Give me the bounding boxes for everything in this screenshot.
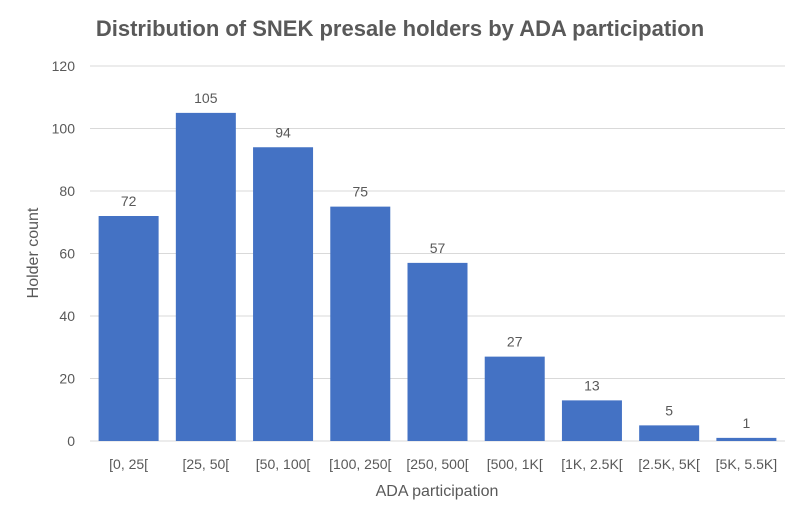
x-tick-label: [5K, 5.5K] [716,456,777,472]
x-tick-label: [1K, 2.5K[ [561,456,623,472]
data-label: 13 [584,377,600,393]
x-axis-label: ADA participation [376,483,499,500]
y-tick-label: 80 [59,183,75,199]
bar [407,262,468,441]
x-tick-label: [50, 100[ [256,456,311,472]
x-tick-label: [100, 250[ [329,456,391,472]
bar [561,400,622,441]
y-tick-label: 40 [59,308,75,324]
data-label: 5 [665,402,673,418]
data-label: 72 [121,193,137,209]
data-label: 94 [275,124,291,140]
x-tick-label: [250, 500[ [406,456,468,472]
x-tick-label: [25, 50[ [182,456,229,472]
data-label: 75 [352,184,368,200]
chart-title: Distribution of SNEK presale holders by … [96,16,704,41]
data-label: 27 [507,334,523,350]
y-axis-label: Holder count [25,207,42,298]
bar [639,425,700,441]
bar [716,437,777,441]
x-tick-label: [500, 1K[ [487,456,543,472]
bar [253,147,314,441]
y-tick-label: 0 [67,433,75,449]
bar [484,356,545,441]
y-tick-label: 120 [52,58,76,74]
y-tick-label: 20 [59,371,75,387]
data-label: 1 [742,415,750,431]
y-tick-label: 100 [52,121,76,137]
x-tick-label: [2.5K, 5K[ [638,456,700,472]
data-label: 57 [430,240,446,256]
y-tick-label: 60 [59,246,75,262]
bar [175,112,236,441]
x-tick-label: [0, 25[ [109,456,148,472]
data-label: 105 [194,90,218,106]
bar [98,216,159,441]
bar [330,206,391,441]
